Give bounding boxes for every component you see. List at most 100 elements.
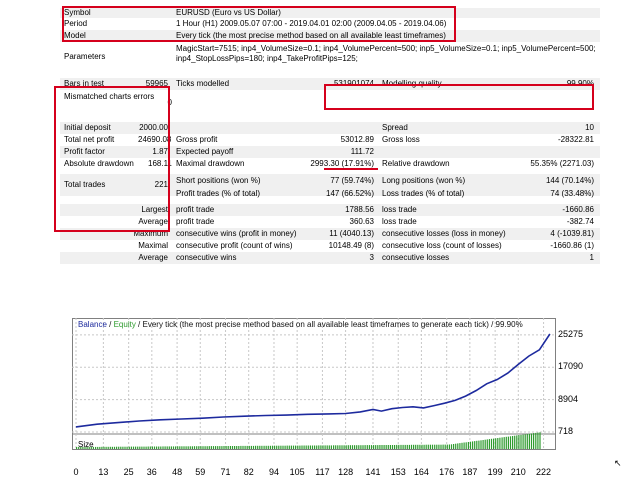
pf-value: 1.87	[152, 147, 168, 156]
size-bar	[528, 433, 530, 449]
size-bar	[248, 445, 250, 449]
size-bar	[480, 440, 482, 449]
size-bar	[495, 438, 497, 449]
size-bar	[122, 446, 124, 449]
size-bar	[90, 446, 92, 449]
size-bar	[221, 446, 223, 449]
size-bar	[535, 432, 537, 449]
x-tick-label: 94	[268, 467, 279, 477]
size-bar	[440, 444, 442, 449]
short-label: Short positions (won %)	[176, 176, 261, 185]
bars-value: 59965	[145, 79, 168, 88]
average-row: Average profit trade 360.63 loss trade -…	[60, 216, 600, 228]
size-bar	[339, 445, 341, 449]
size-bar	[244, 445, 246, 449]
size-bar	[497, 438, 499, 449]
size-bar	[396, 444, 398, 449]
x-tick-label: 176	[439, 467, 455, 477]
size-bar	[257, 445, 259, 449]
size-bar	[263, 445, 265, 449]
largest-profit-label: profit trade	[176, 205, 215, 214]
avg-losses-label: consecutive losses	[382, 253, 450, 262]
size-bar	[160, 446, 162, 449]
size-bar	[442, 444, 444, 449]
x-tick-label: 199	[487, 467, 503, 477]
size-bar	[446, 444, 448, 449]
size-bar	[322, 445, 324, 449]
size-bar	[391, 445, 394, 449]
reldd-label: Relative drawdown	[382, 159, 450, 168]
size-bar	[398, 444, 400, 449]
size-bar	[200, 446, 202, 449]
maximal-row: Maximal consecutive profit (count of win…	[60, 240, 600, 252]
size-bar	[316, 445, 318, 449]
size-bar	[539, 432, 541, 449]
average2-row: Average consecutive wins 3 consecutive l…	[60, 252, 600, 264]
size-bar	[99, 446, 101, 449]
size-bar	[280, 445, 282, 449]
size-bar	[158, 446, 160, 449]
size-bar	[255, 445, 257, 449]
size-bar	[234, 446, 236, 449]
size-bar	[385, 445, 387, 449]
size-bar	[135, 446, 137, 449]
size-bar	[189, 446, 191, 449]
x-tick-label: 36	[146, 467, 157, 477]
size-bar	[78, 447, 80, 449]
size-bar	[505, 436, 507, 449]
size-bar	[431, 444, 434, 449]
size-bar	[276, 445, 278, 449]
size-bar	[208, 446, 210, 449]
size-bar	[265, 445, 267, 449]
long-label: Long positions (won %)	[382, 176, 466, 185]
size-bar	[183, 446, 185, 449]
size-bar	[413, 444, 415, 449]
size-bar	[282, 445, 284, 449]
size-bar	[164, 446, 166, 449]
maximum-label: Maximum	[133, 229, 168, 238]
mismatch-value: 0	[167, 98, 172, 107]
size-bar	[301, 445, 303, 449]
absdd-label: Absolute drawdown	[64, 159, 134, 168]
size-bar	[236, 446, 238, 449]
size-bar	[343, 445, 345, 449]
size-bar	[493, 438, 495, 449]
size-bar	[482, 440, 484, 449]
size-bar	[177, 446, 179, 449]
size-bar	[88, 446, 90, 449]
period-row: Period 1 Hour (H1) 2009.05.07 07:00 - 20…	[60, 18, 600, 30]
average-loss-label: loss trade	[382, 217, 417, 226]
size-bar	[328, 445, 330, 449]
size-bar	[423, 444, 425, 449]
y-tick-label: 25275	[558, 328, 584, 339]
size-bar	[358, 445, 360, 449]
x-tick-label: 164	[413, 467, 429, 477]
largest-loss-label: loss trade	[382, 205, 417, 214]
size-bar	[490, 438, 493, 449]
size-bar	[375, 445, 377, 449]
size-bar	[111, 446, 113, 449]
size-bar	[530, 433, 533, 449]
bars-label: Bars in test	[64, 79, 105, 88]
payoff-value: 111.72	[350, 147, 374, 156]
size-bar	[400, 444, 402, 449]
size-bar	[448, 444, 450, 449]
size-bar	[427, 444, 429, 449]
size-bar	[86, 446, 88, 449]
size-bar	[217, 446, 219, 449]
short-value: 77 (59.74%)	[330, 176, 374, 185]
long-value: 144 (70.14%)	[545, 176, 594, 185]
max-wins-value: 11 (4040.13)	[329, 229, 374, 238]
size-bar	[116, 446, 118, 449]
size-bar	[303, 445, 305, 449]
size-bar	[368, 445, 370, 449]
underline-gross-profit	[324, 168, 378, 170]
size-bar	[109, 446, 111, 449]
chart-title-rest: / Every tick (the most precise method ba…	[135, 320, 523, 329]
size-bar	[417, 444, 419, 449]
size-bar	[242, 445, 244, 449]
x-tick-label: 117	[315, 467, 330, 477]
chart-title-equity: Equity	[113, 320, 136, 329]
size-bar	[389, 445, 391, 449]
size-bar	[198, 446, 200, 449]
